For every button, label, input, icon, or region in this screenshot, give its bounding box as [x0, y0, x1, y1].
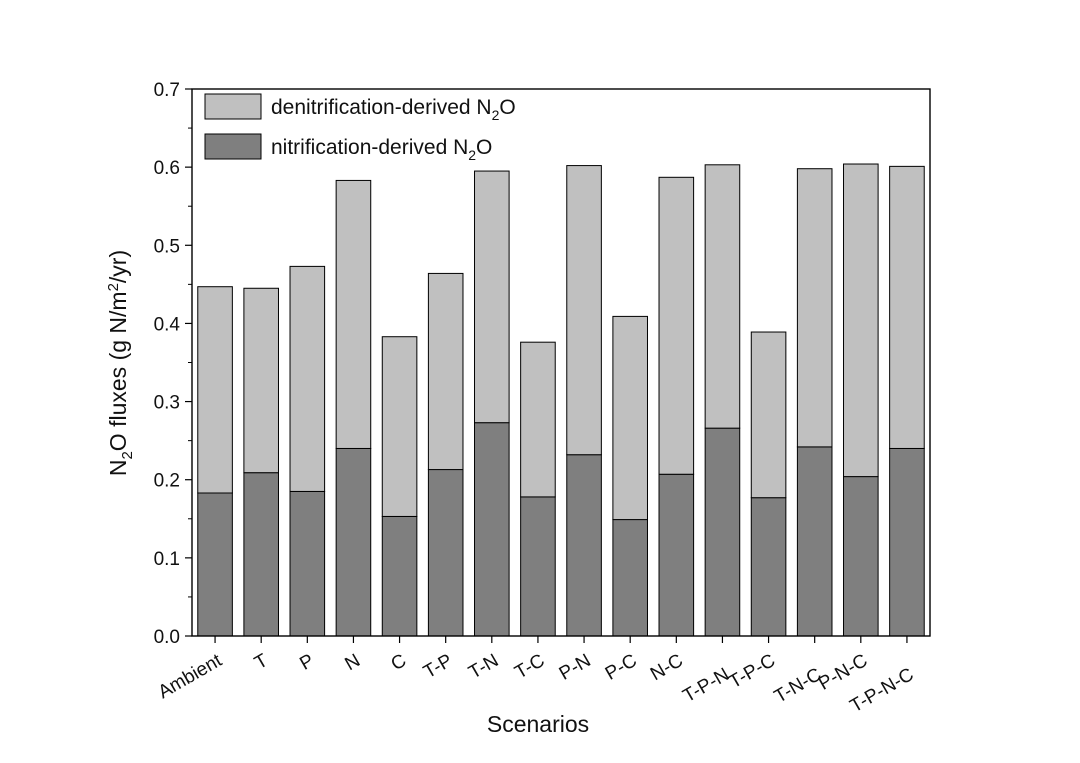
- bar-denitrification-T-P-C: [750, 331, 787, 499]
- bar-nitrification-P: [289, 490, 326, 637]
- bar-denitrification-P: [289, 265, 326, 492]
- bar-nitrification-T-P-N-C: [889, 447, 925, 637]
- y-axis: 0.0 0.1 0.2 0.3 0.4 0.5 0.6 0.7: [154, 80, 192, 648]
- x-tick-label: T-P-N: [679, 664, 732, 707]
- bar-nitrification-T-N-C: [796, 446, 833, 637]
- x-tick-label: P-N: [556, 650, 595, 685]
- bar-nitrification-T-P: [427, 469, 464, 637]
- bars-layer: [197, 163, 925, 637]
- x-tick-label: Ambient: [155, 650, 226, 703]
- bar-nitrification-Ambient: [197, 492, 233, 637]
- x-tick-label: T-P-C: [726, 650, 779, 693]
- x-axis-title: Scenarios: [487, 711, 589, 737]
- bar-denitrification-T-C: [520, 341, 556, 498]
- x-tick-label: C: [388, 650, 410, 675]
- y-tick-label: 0.3: [154, 393, 180, 414]
- y-tick-label: 0.2: [154, 471, 180, 492]
- x-tick-label: P-N-C: [815, 650, 871, 695]
- x-tick-label: T: [251, 650, 272, 674]
- bar-denitrification-N-C: [658, 176, 695, 475]
- x-tick-label: T-N: [465, 650, 502, 683]
- bar-denitrification-N: [335, 179, 372, 449]
- bar-denitrification-T-P-N-C: [889, 165, 925, 449]
- bar-nitrification-T-P-C: [750, 497, 787, 637]
- y-tick-label: 0.6: [154, 158, 180, 179]
- bar-denitrification-Ambient: [197, 286, 233, 494]
- bar-denitrification-P-N: [566, 165, 602, 456]
- legend-label-nitrification: nitrification-derived N2O: [271, 136, 492, 163]
- bar-nitrification-N: [335, 447, 372, 637]
- y-tick-label: 0.0: [154, 627, 180, 648]
- bar-denitrification-T: [243, 287, 279, 474]
- y-axis-title: N2O fluxes (g N/m2/yr): [105, 250, 136, 476]
- bar-nitrification-P-N: [566, 454, 602, 637]
- bar-denitrification-T-P-N: [704, 164, 741, 429]
- x-tick-label: N: [342, 650, 364, 675]
- bar-nitrification-T-P-N: [704, 427, 741, 637]
- y-tick-label: 0.7: [154, 80, 180, 101]
- bar-denitrification-P-C: [612, 315, 648, 521]
- bar-denitrification-C: [381, 336, 418, 517]
- bar-denitrification-T-N: [474, 170, 510, 424]
- bar-nitrification-P-N-C: [843, 476, 879, 637]
- y-tick-label: 0.4: [154, 314, 181, 335]
- legend-swatch-denitrification: [204, 93, 262, 120]
- x-tick-label: N-C: [647, 650, 687, 685]
- bar-nitrification-P-C: [612, 519, 648, 637]
- x-tick-label: P: [296, 650, 317, 675]
- bar-denitrification-T-N-C: [796, 168, 833, 448]
- legend-label-denitrification: denitrification-derived N2O: [271, 96, 516, 123]
- x-tick-label: T-N-C: [771, 664, 825, 708]
- x-tick-label: P-C: [602, 650, 641, 685]
- bar-nitrification-T-C: [520, 496, 556, 637]
- bar-nitrification-N-C: [658, 473, 695, 637]
- y-tick-label: 0.5: [154, 236, 180, 257]
- x-tick-label: T-P: [420, 650, 456, 683]
- legend: denitrification-derived N2O nitrificatio…: [204, 93, 516, 163]
- x-axis: Ambient T P N C T-P T-N T-C P-N P-C N-CT-P-NT-P-CT…: [155, 636, 917, 717]
- bar-denitrification-P-N-C: [843, 163, 879, 478]
- x-tick-label: T-C: [511, 650, 548, 683]
- bar-nitrification-C: [381, 515, 418, 637]
- y-tick-label: 0.1: [154, 549, 180, 570]
- bar-nitrification-T-N: [474, 422, 510, 637]
- bar-nitrification-T: [243, 472, 279, 637]
- bar-denitrification-T-P: [427, 272, 464, 471]
- legend-swatch-nitrification: [204, 133, 262, 160]
